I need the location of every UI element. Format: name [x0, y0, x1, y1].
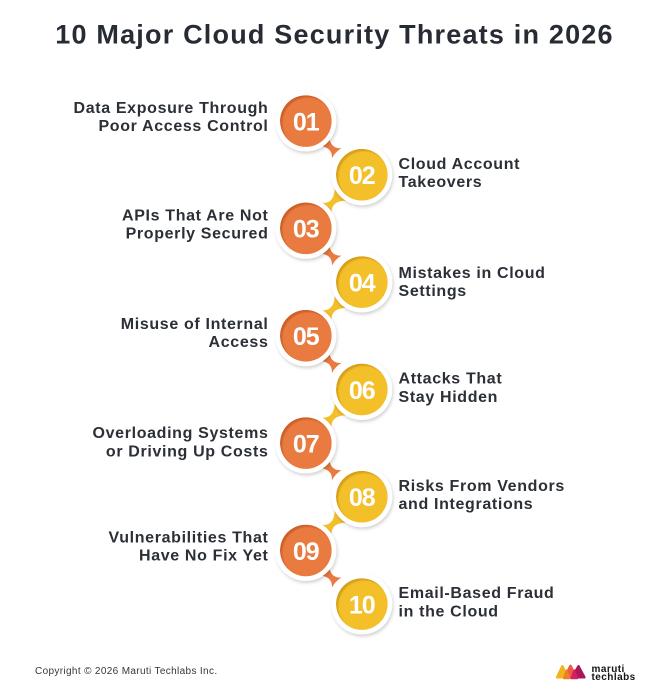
svg-text:Vulnerabilities That: Vulnerabilities That	[109, 530, 269, 547]
svg-text:APIs That Are Not: APIs That Are Not	[122, 207, 268, 224]
svg-text:02: 02	[349, 162, 375, 190]
svg-text:09: 09	[293, 538, 319, 566]
svg-text:Properly Secured: Properly Secured	[126, 226, 269, 243]
svg-text:Settings: Settings	[399, 283, 467, 300]
svg-text:10: 10	[349, 591, 375, 619]
svg-text:07: 07	[293, 430, 319, 458]
svg-text:Takeovers: Takeovers	[399, 174, 483, 191]
svg-text:maruti: maruti	[592, 664, 625, 675]
svg-text:Misuse of Internal: Misuse of Internal	[121, 316, 269, 333]
svg-text:04: 04	[349, 269, 376, 297]
svg-text:Copyright © 2026 Maruti Techla: Copyright © 2026 Maruti Techlabs Inc.	[35, 666, 217, 677]
svg-text:Access: Access	[209, 334, 269, 351]
svg-text:and Integrations: and Integrations	[399, 496, 534, 513]
svg-text:10 Major Cloud Security Threat: 10 Major Cloud Security Threats in 2026	[55, 20, 613, 50]
svg-text:in the Cloud: in the Cloud	[399, 603, 499, 620]
svg-text:Mistakes in Cloud: Mistakes in Cloud	[399, 265, 546, 282]
svg-text:06: 06	[349, 377, 375, 405]
svg-text:Data Exposure Through: Data Exposure Through	[73, 100, 268, 117]
svg-text:or Driving Up Costs: or Driving Up Costs	[106, 443, 269, 460]
svg-text:Stay Hidden: Stay Hidden	[399, 389, 499, 406]
svg-text:Overloading Systems: Overloading Systems	[93, 425, 269, 442]
svg-text:Poor Access Control: Poor Access Control	[98, 118, 268, 135]
svg-text:Risks From Vendors: Risks From Vendors	[399, 478, 565, 495]
svg-text:05: 05	[293, 323, 320, 351]
svg-text:08: 08	[349, 484, 376, 512]
svg-text:Email-Based Fraud: Email-Based Fraud	[399, 585, 555, 602]
svg-text:Have No Fix Yet: Have No Fix Yet	[139, 548, 269, 565]
svg-text:03: 03	[293, 216, 319, 244]
svg-text:01: 01	[293, 108, 320, 136]
svg-text:techlabs: techlabs	[592, 672, 636, 683]
svg-text:Cloud Account: Cloud Account	[399, 156, 521, 173]
svg-text:Attacks That: Attacks That	[399, 371, 503, 388]
